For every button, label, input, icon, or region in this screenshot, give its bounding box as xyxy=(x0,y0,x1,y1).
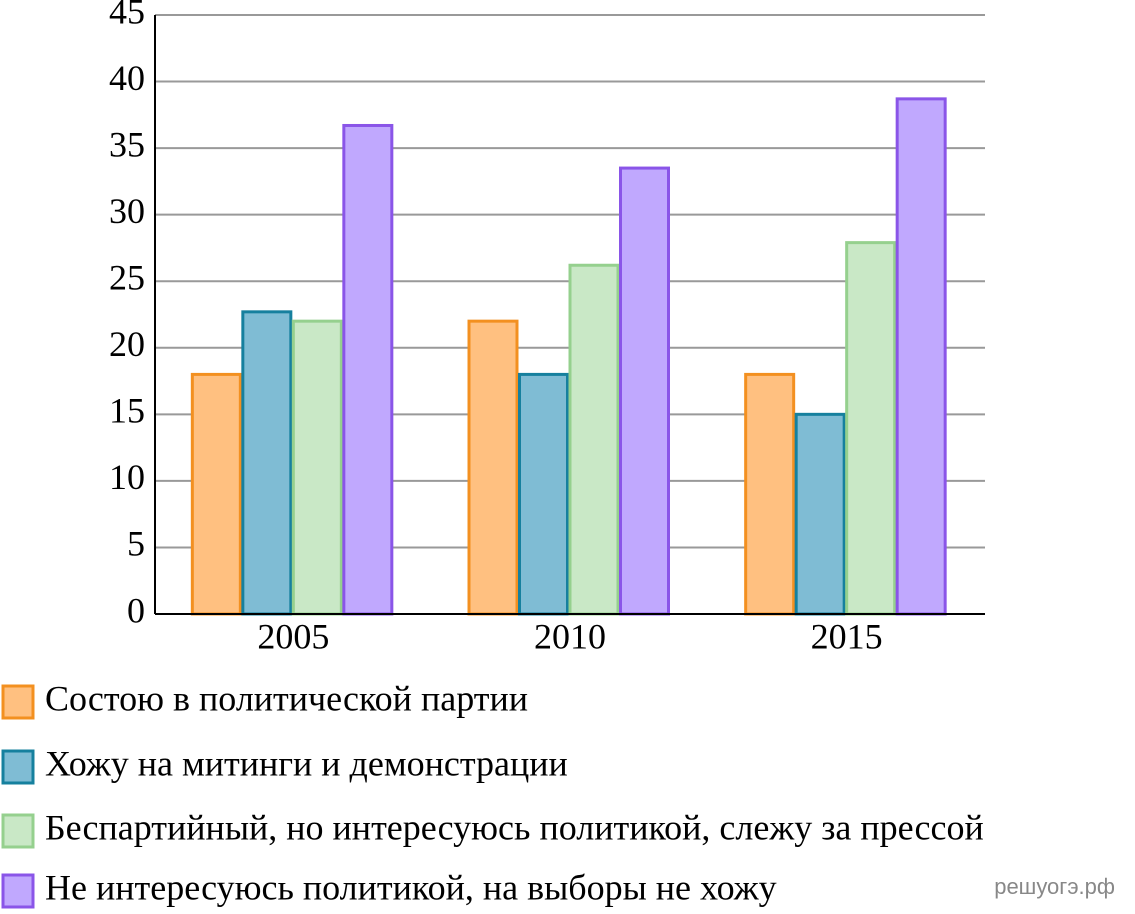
y-tick-label: 25 xyxy=(109,257,145,297)
y-tick-label: 30 xyxy=(109,191,145,231)
bar xyxy=(895,97,947,616)
y-tick-label: 20 xyxy=(109,324,145,364)
legend-swatch xyxy=(1,873,35,909)
y-tick-label: 5 xyxy=(127,524,145,564)
y-tick-label: 10 xyxy=(109,457,145,497)
bar xyxy=(467,319,519,616)
bar xyxy=(241,310,293,616)
y-tick-label: 0 xyxy=(127,590,145,630)
x-tick-label: 2015 xyxy=(811,616,883,656)
bar xyxy=(518,372,569,616)
y-tick-label: 35 xyxy=(109,124,145,164)
bar xyxy=(744,372,796,616)
bar xyxy=(342,123,394,616)
legend-swatch xyxy=(1,813,35,849)
legend-swatch xyxy=(1,684,35,720)
watermark: решуогэ.рф xyxy=(994,874,1115,899)
legend-swatch xyxy=(1,749,35,785)
bar xyxy=(794,412,846,616)
legend-label: Состою в политической партии xyxy=(45,678,528,718)
y-tick-label: 45 xyxy=(109,0,145,31)
bar xyxy=(190,372,242,616)
y-tick-label: 40 xyxy=(109,58,145,98)
legend-label: Беспартийный, но интересуюсь политикой, … xyxy=(45,807,984,847)
x-tick-label: 2010 xyxy=(534,616,606,656)
bar xyxy=(845,241,897,616)
legend-label: Не интересуюсь политикой, на выборы не х… xyxy=(45,867,777,907)
bar xyxy=(619,166,670,616)
legend-label: Хожу на митинги и демонстрации xyxy=(45,743,568,783)
x-tick-label: 2005 xyxy=(257,616,329,656)
bar xyxy=(291,319,343,616)
y-tick-label: 15 xyxy=(109,391,145,431)
bar xyxy=(568,263,620,616)
